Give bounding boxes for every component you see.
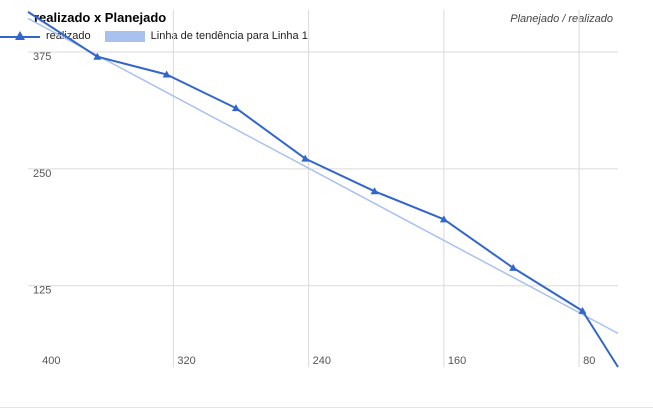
x-tick-label: 320 bbox=[177, 355, 195, 367]
data-point-marker[interactable] bbox=[301, 154, 310, 162]
data-point-marker[interactable] bbox=[578, 306, 587, 314]
trendline bbox=[27, 17, 619, 335]
x-tick-label: 80 bbox=[583, 355, 595, 367]
x-tick-label: 400 bbox=[42, 355, 60, 367]
data-point-marker[interactable] bbox=[162, 70, 171, 78]
legend-item-realizado[interactable]: realizado bbox=[0, 30, 91, 42]
legend-label-realizado: realizado bbox=[46, 30, 91, 42]
data-point-marker[interactable] bbox=[439, 215, 448, 223]
legend-line-marker-icon bbox=[0, 30, 40, 42]
bottom-divider bbox=[0, 407, 653, 408]
chart-title: realizado x Planejado bbox=[34, 10, 167, 25]
legend-swatch-icon bbox=[104, 30, 145, 42]
series-line-realizado bbox=[27, 11, 619, 368]
chart-subtitle: Planejado / realizado bbox=[510, 13, 613, 25]
data-point-marker[interactable] bbox=[509, 263, 518, 271]
data-point-marker[interactable] bbox=[93, 52, 102, 60]
y-tick-label: 375 bbox=[33, 51, 51, 63]
legend: realizado Linha de tendência para Linha … bbox=[0, 30, 322, 42]
legend-label-trendline: Linha de tendência para Linha 1 bbox=[150, 30, 308, 42]
data-point-marker[interactable] bbox=[231, 104, 240, 112]
y-tick-label: 125 bbox=[33, 285, 51, 297]
x-tick-label: 160 bbox=[448, 355, 466, 367]
x-tick-label: 240 bbox=[313, 355, 331, 367]
data-point-marker[interactable] bbox=[370, 187, 379, 195]
y-tick-label: 250 bbox=[33, 168, 51, 180]
legend-item-trendline[interactable]: Linha de tendência para Linha 1 bbox=[104, 30, 308, 42]
